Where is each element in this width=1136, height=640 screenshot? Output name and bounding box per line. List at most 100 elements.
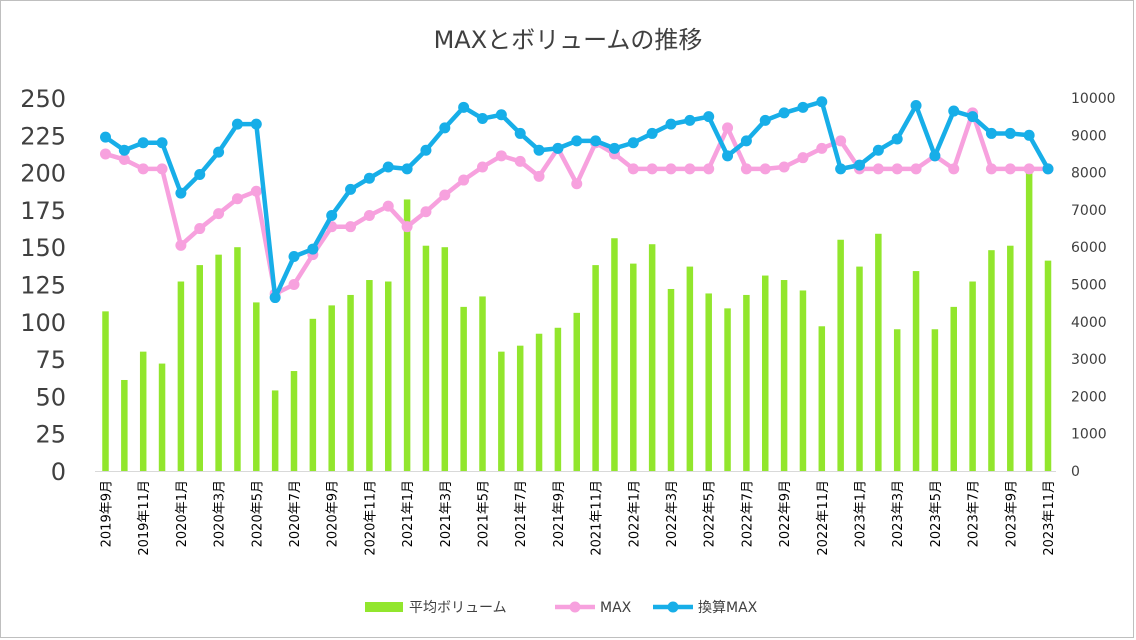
series-point <box>231 193 243 205</box>
bar <box>611 238 618 471</box>
series-point <box>495 109 507 121</box>
bar <box>648 244 656 471</box>
bar <box>158 363 166 471</box>
x-tick-label: 2020年7月 <box>288 480 303 547</box>
y-left-tick-label: 25 <box>35 421 66 449</box>
series-point <box>213 146 225 158</box>
x-tick-label: 2022年1月 <box>627 480 642 547</box>
bar <box>177 281 185 471</box>
x-tick-label: 2021年11月 <box>590 480 605 556</box>
series-point <box>382 200 394 212</box>
series-point <box>1023 163 1035 175</box>
x-tick-label: 2021年7月 <box>514 480 529 547</box>
series-point <box>759 163 771 175</box>
series-point <box>250 185 262 197</box>
series-point <box>854 159 865 171</box>
bar <box>309 318 317 471</box>
series-point <box>533 144 545 156</box>
line-series <box>100 96 1054 304</box>
bar <box>347 294 354 471</box>
bar <box>630 263 637 471</box>
series-point <box>533 170 545 182</box>
bar <box>686 266 694 471</box>
series-point <box>967 111 979 123</box>
bar <box>271 390 279 471</box>
series-point <box>872 163 884 175</box>
bar <box>554 327 562 471</box>
x-tick-label: 2023年5月 <box>929 480 944 547</box>
series-point <box>797 152 809 164</box>
bar <box>121 379 128 471</box>
x-tick-label: 2021年9月 <box>552 480 567 547</box>
series-point <box>175 187 187 199</box>
bar <box>988 250 995 471</box>
y-right-tick-label: 2000 <box>1071 389 1107 405</box>
series-point <box>401 221 413 233</box>
x-tick-label: 2020年9月 <box>326 480 341 547</box>
series-point <box>231 118 243 130</box>
x-tick-label: 2020年1月 <box>175 480 190 547</box>
bar <box>875 233 882 471</box>
y-left-tick-label: 200 <box>20 160 66 188</box>
x-tick-label: 2023年3月 <box>891 480 906 547</box>
right-axis: 0 1000 2000 3000 4000 5000 6000 7000 8000 9000 100… <box>1071 91 1116 480</box>
x-tick-label: 2022年7月 <box>740 480 755 547</box>
bar <box>818 326 826 471</box>
bar <box>969 281 976 471</box>
bar <box>479 296 486 471</box>
series-point <box>345 183 357 195</box>
y-left-tick-label: 225 <box>20 122 66 150</box>
series-point <box>835 163 847 175</box>
bar <box>139 351 147 471</box>
bar <box>705 293 712 471</box>
series-point <box>684 163 696 175</box>
series-point <box>929 150 941 162</box>
y-left-tick-label: 150 <box>20 234 66 262</box>
series-point <box>872 144 884 156</box>
series-point <box>156 137 168 149</box>
legend-label: 平均ボリューム <box>409 600 507 616</box>
y-left-tick-label: 100 <box>20 309 66 337</box>
bar <box>328 305 335 471</box>
series-point <box>703 163 715 175</box>
legend-swatch-bar <box>365 602 403 612</box>
series-point <box>891 133 903 145</box>
x-tick-label: 2019年9月 <box>100 480 115 547</box>
series-point <box>137 163 149 175</box>
bar <box>837 239 844 471</box>
x-axis: 2019年9月 2019年11月 2020年1月 2020年3月 2020年5月 2020… <box>95 471 1057 556</box>
bar <box>573 312 580 471</box>
y-right-tick-label: 10000 <box>1071 91 1116 107</box>
series-point <box>797 101 809 113</box>
series-point <box>571 135 583 147</box>
x-tick-label: 2023年11月 <box>1042 480 1057 556</box>
x-tick-label: 2022年9月 <box>778 480 793 547</box>
series-point <box>477 113 488 125</box>
series-point <box>213 208 225 220</box>
series-point <box>420 144 432 156</box>
series-point <box>722 150 734 162</box>
series-point <box>420 206 432 218</box>
x-tick-label: 2022年3月 <box>665 480 680 547</box>
series-point <box>816 142 828 154</box>
series-point <box>194 223 206 235</box>
bar <box>215 254 222 471</box>
bar <box>893 329 901 471</box>
series-point <box>1004 127 1016 139</box>
series-point <box>665 163 677 175</box>
bar <box>931 329 939 471</box>
series-point <box>458 101 470 113</box>
legend-swatch-marker <box>667 601 679 613</box>
x-tick-label: 2020年11月 <box>363 480 378 556</box>
series-point <box>759 114 771 126</box>
series-point <box>740 163 752 175</box>
series-point <box>948 163 960 175</box>
series-point <box>608 142 620 154</box>
bar <box>422 245 430 471</box>
series-point <box>985 163 997 175</box>
bar <box>498 351 505 471</box>
legend: 平均ボリューム MAX 換算MAX <box>365 600 758 616</box>
series-point <box>175 239 187 251</box>
y-right-tick-label: 9000 <box>1071 128 1107 144</box>
